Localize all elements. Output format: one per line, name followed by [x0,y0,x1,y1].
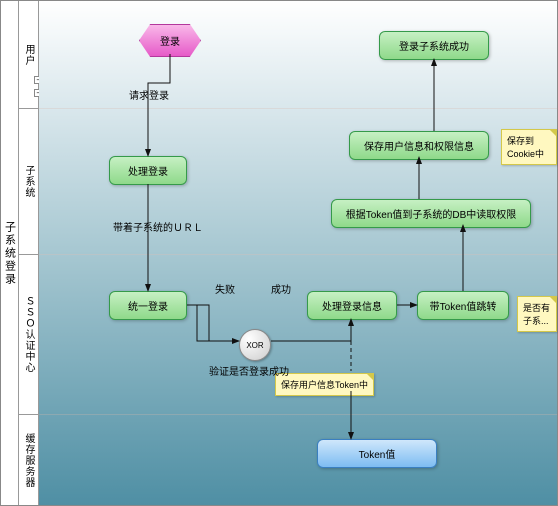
lane-label-subsys: 子系统 [19,109,38,255]
node-start[interactable]: 登录 [139,24,201,57]
node-sso[interactable]: 统一登录 [109,291,187,320]
node-procinfo[interactable]: 处理登录信息 [307,291,397,320]
node-jump[interactable]: 带Token值跳转 [417,291,509,320]
node-readperm[interactable]: 根据Token值到子系统的DB中读取权限 [331,199,531,228]
lane-cache [39,415,557,505]
node-proc[interactable]: 处理登录 [109,156,187,185]
node-success[interactable]: 登录子系统成功 [379,31,489,60]
note-hassub: 是否有子系... [517,296,557,332]
lane-label-sso: ＳＳＯ认证中心 [19,255,38,415]
node-token[interactable]: Token值 [317,439,437,468]
gateway-xor[interactable]: XOR [239,329,271,361]
note-savetok: 保存用户信息Token中 [275,373,374,396]
label-req: 请求登录 [129,87,169,102]
label-ok: 成功 [271,281,291,296]
note-cookie: 保存到Cookie中 [501,129,557,165]
diagram-canvas: – – 登录登录子系统成功处理登录保存用户信息和权限信息根据Token值到子系统… [39,1,557,505]
label-withurl: 带着子系统的ＵＲＬ [113,219,203,234]
diagram-title: 子系统登录 [1,1,19,505]
label-fail: 失败 [215,281,235,296]
node-saveuser[interactable]: 保存用户信息和权限信息 [349,131,489,160]
lane-label-cache: 缓存服务器 [19,415,38,505]
label-verify: 验证是否登录成功 [209,363,289,378]
